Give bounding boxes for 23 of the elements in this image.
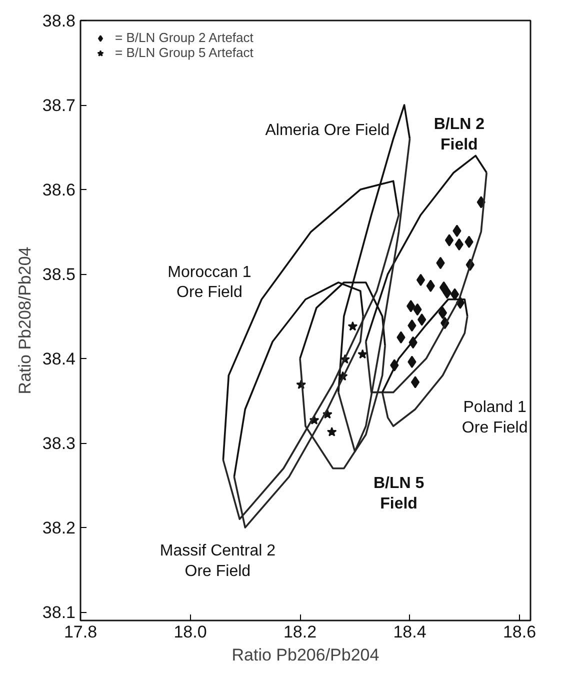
- annotation: B/LN 5 Field: [373, 475, 424, 512]
- annotation: Poland 1 Ore Field: [462, 398, 528, 436]
- y-tick-label: 38.1: [42, 603, 76, 622]
- annotation: Almeria Ore Field: [265, 122, 390, 139]
- y-axis-title: Ratio Pb208/Pb204: [15, 246, 34, 394]
- x-tick-label: 18.0: [174, 622, 207, 642]
- x-tick-label: 18.2: [283, 622, 317, 642]
- annotation: B/LN 2 Field: [434, 116, 485, 154]
- annotation: Moroccan 1 Ore Field: [168, 264, 252, 302]
- legend-label: = B/LN Group 2 Artefact: [115, 30, 254, 45]
- y-tick-label: 38.7: [42, 96, 76, 116]
- y-tick-label: 38.8: [42, 12, 76, 30]
- y-tick-label: 38.3: [42, 434, 76, 454]
- x-tick-label: 18.4: [393, 622, 426, 642]
- annotation: Massif Central 2 Ore Field: [160, 542, 276, 580]
- x-tick-label: 18.6: [502, 622, 536, 642]
- x-tick-label: 17.8: [64, 622, 98, 642]
- legend-label: = B/LN Group 5 Artefact: [115, 45, 254, 60]
- y-tick-label: 38.5: [42, 265, 76, 284]
- y-tick-label: 38.6: [42, 180, 76, 200]
- y-tick-label: 38.2: [42, 518, 76, 538]
- x-axis-title: Ratio Pb206/Pb204: [232, 646, 380, 664]
- y-tick-label: 38.4: [42, 350, 76, 369]
